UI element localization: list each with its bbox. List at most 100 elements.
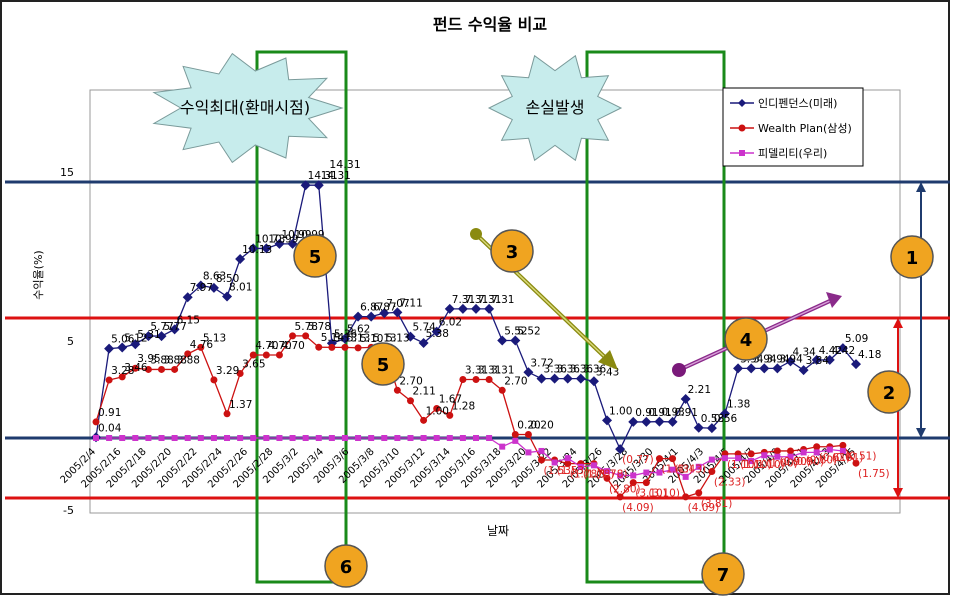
data-point <box>459 376 467 384</box>
data-point <box>811 354 822 365</box>
data-label: (3.10) <box>648 488 680 500</box>
data-point <box>564 460 572 468</box>
data-label: 5.09 <box>845 333 868 345</box>
data-point <box>144 365 152 373</box>
data-label: 8.63 <box>203 271 226 283</box>
data-point <box>381 435 388 441</box>
data-label: 0.91 <box>675 407 698 419</box>
data-point <box>575 373 586 384</box>
data-point <box>747 450 755 458</box>
data-point <box>131 364 139 372</box>
data-point <box>748 458 755 465</box>
data-label: (2.33) <box>714 477 746 489</box>
data-point <box>708 468 716 476</box>
data-label: 6.87 <box>373 302 396 314</box>
data-label: 4.76 <box>190 339 214 351</box>
svg-text:인디펜던스(미래): 인디펜던스(미래) <box>758 97 837 110</box>
data-point <box>616 493 624 501</box>
data-point <box>208 282 219 293</box>
data-point <box>197 343 205 351</box>
data-point <box>512 437 519 444</box>
data-label: 3.28 <box>111 365 134 377</box>
data-point <box>274 238 285 249</box>
data-label: 3.36 <box>557 364 581 376</box>
data-label: 4.18 <box>858 349 881 361</box>
data-point <box>106 435 113 441</box>
data-label: 7.31 <box>452 294 475 306</box>
data-point <box>130 339 141 350</box>
data-label: 10.13 <box>242 244 272 256</box>
data-label: 3.94 <box>753 353 777 365</box>
data-point <box>682 473 689 480</box>
data-point <box>851 359 861 370</box>
data-label: (1.10) <box>727 459 759 471</box>
data-label: 5.06 <box>111 334 135 346</box>
data-label: 8.01 <box>229 281 252 293</box>
svg-text:2: 2 <box>883 383 896 404</box>
data-label: 7.07 <box>386 298 409 310</box>
data-point <box>826 446 833 453</box>
data-label: 10.99 <box>268 233 298 245</box>
data-point <box>328 343 336 351</box>
data-point <box>839 447 846 454</box>
data-label: 3.72 <box>530 357 553 369</box>
data-point <box>184 350 192 358</box>
data-label: (0.61) <box>832 452 864 464</box>
data-label: 5.13 <box>373 332 396 344</box>
data-point <box>143 331 154 342</box>
data-point <box>158 365 166 373</box>
data-label: (4.09) <box>622 502 654 514</box>
data-label: 3.36 <box>570 364 594 376</box>
data-point <box>603 474 611 482</box>
data-label: 2.11 <box>412 386 435 398</box>
data-label: 5.74 <box>412 322 436 334</box>
data-point <box>761 452 768 459</box>
data-point <box>184 435 191 441</box>
data-label: 6.15 <box>177 314 200 326</box>
data-point <box>250 435 257 441</box>
y-tick-label: 5 <box>67 335 74 348</box>
data-label: (2.80) <box>609 483 641 495</box>
data-label: 3.46 <box>124 362 148 374</box>
data-point <box>315 435 322 441</box>
plot-area <box>89 89 901 514</box>
data-label: 5.10 <box>360 333 383 345</box>
data-label: 3.95 <box>137 353 160 365</box>
data-point <box>629 479 637 487</box>
data-point <box>156 331 167 342</box>
data-point <box>538 447 545 454</box>
data-point <box>617 472 624 479</box>
data-point <box>275 351 283 359</box>
badge-7: 7 <box>701 552 745 596</box>
data-point <box>498 386 506 394</box>
data-point <box>289 435 296 441</box>
data-point <box>237 435 244 441</box>
legend-item-independence: 인디펜던스(미래) <box>730 97 837 110</box>
data-label: (1.75) <box>858 468 890 480</box>
data-label: 3.29 <box>216 365 239 377</box>
data-point <box>302 332 310 340</box>
data-label: 5.36 <box>334 328 358 340</box>
y-axis-label: 수익율(%) <box>32 250 45 299</box>
data-point <box>210 376 218 384</box>
data-label: (0.51) <box>845 450 877 462</box>
svg-text:5: 5 <box>377 355 390 376</box>
data-point <box>132 435 139 441</box>
legend: 인디펜던스(미래) Wealth Plan(삼성) 피델리티(우리) <box>722 87 864 167</box>
data-point <box>695 463 702 470</box>
data-label: 3.31 <box>491 365 514 377</box>
data-label: 5.14 <box>321 332 345 344</box>
data-label: 0.91 <box>635 407 658 419</box>
data-label: 5.52 <box>504 325 527 337</box>
data-label: (1.53) <box>544 465 576 477</box>
badge-6: 6 <box>324 544 368 588</box>
data-label: 5.31 <box>137 329 160 341</box>
data-point <box>249 351 257 359</box>
data-point <box>538 456 546 464</box>
data-label: 5.78 <box>295 321 318 333</box>
data-label: 0.91 <box>648 407 671 419</box>
badge-4: 4 <box>724 317 768 361</box>
data-label: 5.12 <box>124 333 147 345</box>
data-point <box>472 376 480 384</box>
svg-text:4: 4 <box>740 330 753 351</box>
